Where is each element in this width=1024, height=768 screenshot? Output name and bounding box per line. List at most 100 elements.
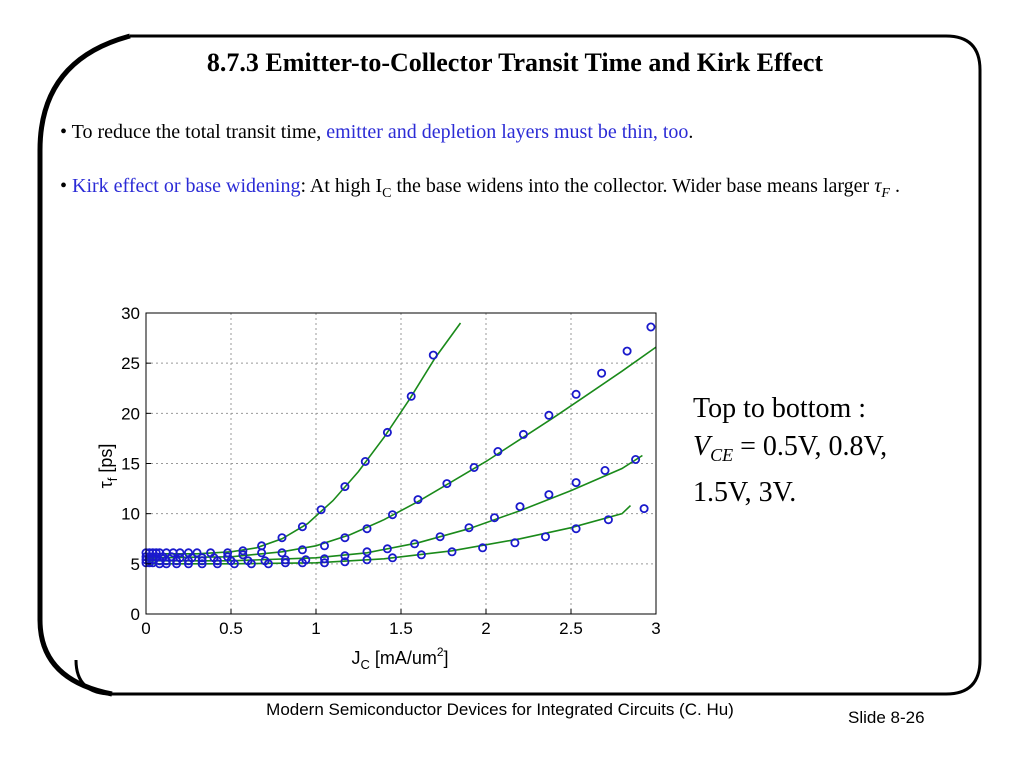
data-point-series-3 bbox=[515, 502, 525, 512]
caption-line2: VCE = 0.5V, 0.8V, bbox=[693, 428, 953, 474]
data-point-series-4 bbox=[510, 538, 520, 548]
data-point-series-1 bbox=[297, 522, 307, 532]
data-point-series-1 bbox=[360, 456, 370, 466]
x-axis-label: JC [mA/um2] bbox=[351, 645, 448, 672]
data-point-series-2 bbox=[442, 479, 452, 489]
data-point-series-2 bbox=[319, 541, 329, 551]
caption-line1: Top to bottom : bbox=[693, 393, 867, 424]
data-point-series-3 bbox=[183, 556, 193, 566]
chart-grid bbox=[146, 313, 656, 614]
x-tick-label: 3 bbox=[651, 619, 660, 638]
data-point-series-3 bbox=[435, 532, 445, 542]
data-point-series-2 bbox=[340, 533, 350, 543]
data-point-series-1 bbox=[406, 391, 416, 401]
data-point-series-3 bbox=[571, 478, 581, 488]
data-point-series-4 bbox=[280, 558, 290, 568]
data-point-series-4 bbox=[340, 557, 350, 567]
caption-values: = 0.5V, 0.8V, bbox=[733, 431, 888, 462]
caption-line3: 1.5V, 3V. bbox=[693, 477, 797, 508]
data-point-series-2 bbox=[257, 548, 267, 558]
y-tick-label: 15 bbox=[121, 455, 140, 474]
chart-points bbox=[141, 322, 656, 569]
data-point-series-4 bbox=[297, 558, 307, 568]
data-point-series-2 bbox=[413, 495, 423, 505]
caption-var-sub: CE bbox=[710, 445, 734, 465]
data-point-series-4 bbox=[183, 559, 193, 569]
data-point-series-4 bbox=[319, 558, 329, 568]
data-point-series-3 bbox=[280, 555, 290, 565]
x-tick-label: 1.5 bbox=[389, 619, 413, 638]
data-point-series-2 bbox=[571, 389, 581, 399]
data-point-series-4 bbox=[603, 515, 613, 525]
data-point-series-2 bbox=[297, 545, 307, 555]
data-point-series-3 bbox=[212, 556, 222, 566]
data-point-series-2 bbox=[197, 553, 207, 563]
data-point-series-4 bbox=[212, 559, 222, 569]
data-point-series-1 bbox=[428, 350, 438, 360]
data-point-series-3 bbox=[319, 554, 329, 564]
data-point-series-1 bbox=[340, 482, 350, 492]
y-tick-label: 5 bbox=[131, 555, 140, 574]
data-point-series-4 bbox=[416, 550, 426, 560]
bullet1-suffix: . bbox=[688, 121, 694, 143]
data-point-series-4 bbox=[571, 524, 581, 534]
data-point-series-2 bbox=[518, 429, 528, 439]
data-point-series-2 bbox=[493, 446, 503, 456]
data-point-series-3 bbox=[631, 454, 641, 464]
data-point-series-1 bbox=[316, 505, 326, 515]
data-point-series-2 bbox=[238, 550, 248, 560]
data-point-series-3 bbox=[544, 490, 554, 500]
data-point-series-3 bbox=[172, 556, 182, 566]
tau-symbol: τ bbox=[874, 175, 882, 197]
x-tick-label: 0 bbox=[141, 619, 150, 638]
data-point-series-2 bbox=[646, 322, 656, 332]
fit-line-series-2 bbox=[145, 346, 657, 559]
data-point-series-3 bbox=[340, 551, 350, 561]
fit-line-series-1 bbox=[146, 322, 462, 555]
chart-caption: Top to bottom : VCE = 0.5V, 0.8V, 1.5V, … bbox=[693, 390, 953, 512]
data-point-series-3 bbox=[489, 513, 499, 523]
x-tick-label: 1 bbox=[311, 619, 320, 638]
data-point-series-2 bbox=[597, 368, 607, 378]
y-tick-label: 10 bbox=[121, 505, 140, 524]
data-point-series-4 bbox=[229, 559, 239, 569]
bullet1-text: • To reduce the total transit time, bbox=[60, 121, 327, 143]
bullet-transit-time: • To reduce the total transit time, emit… bbox=[60, 114, 970, 150]
y-axis-label: τf [ps] bbox=[96, 444, 120, 489]
bullet2-text: : At high I bbox=[300, 175, 383, 197]
data-point-series-4 bbox=[362, 555, 372, 565]
data-point-series-3 bbox=[197, 556, 207, 566]
data-point-series-4 bbox=[161, 559, 171, 569]
data-point-series-2 bbox=[469, 462, 479, 472]
fit-line-series-3 bbox=[146, 454, 643, 562]
y-tick-label: 0 bbox=[131, 605, 140, 624]
data-point-series-1 bbox=[277, 533, 287, 543]
chart-fit-lines bbox=[145, 322, 657, 565]
data-point-series-4 bbox=[639, 504, 649, 514]
bullet-kirk-effect: • Kirk effect or base widening: At high … bbox=[60, 168, 970, 212]
data-point-series-4 bbox=[541, 532, 551, 542]
slide-footer: Modern Semiconductor Devices for Integra… bbox=[266, 700, 734, 719]
data-point-series-2 bbox=[362, 524, 372, 534]
data-point-series-4 bbox=[197, 559, 207, 569]
bullet1-highlight: emitter and depletion layers must be thi… bbox=[326, 121, 689, 143]
x-tick-label: 0.5 bbox=[219, 619, 243, 638]
data-point-series-4 bbox=[172, 559, 182, 569]
data-point-series-1 bbox=[238, 546, 248, 556]
data-point-series-4 bbox=[478, 543, 488, 553]
bullet2-suffix: . bbox=[889, 175, 900, 197]
tau-subscript: F bbox=[881, 186, 890, 201]
x-tick-label: 2.5 bbox=[559, 619, 583, 638]
data-point-series-4 bbox=[387, 553, 397, 563]
data-point-series-4 bbox=[246, 559, 256, 569]
data-point-series-1 bbox=[175, 548, 185, 558]
slide-number: Slide 8-26 bbox=[848, 708, 925, 727]
caption-var: V bbox=[693, 431, 711, 462]
y-tick-label: 25 bbox=[121, 354, 140, 373]
bullet2-highlight: Kirk effect or base widening bbox=[72, 175, 301, 197]
data-point-series-2 bbox=[387, 510, 397, 520]
data-point-series-1 bbox=[223, 548, 233, 558]
data-point-series-3 bbox=[600, 465, 610, 475]
